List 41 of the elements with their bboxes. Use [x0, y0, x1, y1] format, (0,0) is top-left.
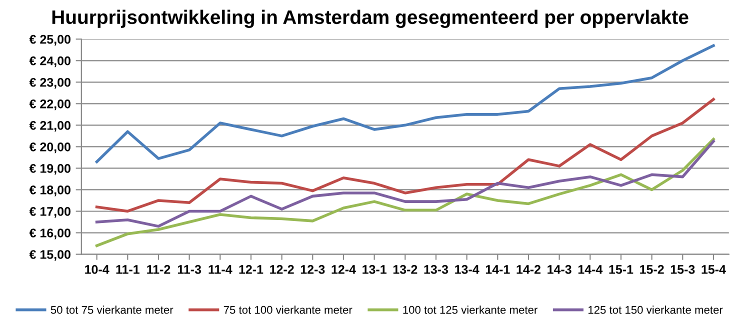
legend-label: 100 tot 125 vierkante meter: [403, 306, 538, 314]
y-tick-label: € 23,00: [29, 78, 70, 89]
x-tick-label: 11-4: [208, 265, 232, 274]
line-series: [95, 44, 715, 164]
y-tick-label: € 18,00: [29, 186, 70, 196]
x-tick-label: 13-3: [424, 265, 448, 274]
legend-label: 75 tot 100 vierkante meter: [224, 306, 352, 314]
line-series: [95, 140, 715, 228]
legend-label: 125 tot 150 vierkante meter: [588, 306, 723, 314]
x-tick-label: 14-3: [548, 265, 572, 274]
x-tick-label: 10-4: [85, 265, 110, 274]
x-tick-label: 12-2: [270, 265, 294, 274]
x-tick-label: 15-4: [702, 265, 726, 274]
x-tick-label: 12-3: [300, 265, 325, 274]
y-tick-label: € 15,00: [29, 250, 70, 261]
x-tick-label: 11-2: [147, 265, 170, 274]
chart-title: Huurprijsontwikkeling in Amsterdam gesegmenteerd per oppervlakte: [52, 10, 688, 28]
x-tick-label: 15-2: [640, 265, 664, 274]
x-tick-label: 15-3: [670, 265, 695, 274]
y-tick-label: € 21,00: [29, 120, 70, 132]
x-tick-label: 13-4: [455, 265, 480, 274]
x-tick-label: 12-4: [332, 265, 356, 274]
x-tick-label: 13-2: [393, 265, 418, 274]
x-tick-label: 14-1: [486, 265, 510, 274]
x-tick-label: 11-1: [116, 265, 140, 274]
legend-label: 50 tot 75 vierkante meter: [50, 306, 174, 314]
x-tick-label: 11-3: [178, 265, 202, 274]
y-tick-label: € 20,00: [29, 142, 70, 154]
y-tick-label: € 19,00: [29, 164, 70, 175]
x-tick-label: 13-1: [362, 265, 386, 274]
x-tick-label: 14-4: [578, 265, 603, 274]
y-tick-label: € 25,00: [29, 34, 70, 46]
x-tick-label: 12-1: [239, 265, 264, 274]
x-tick-label: 14-2: [516, 265, 540, 274]
line-series: [95, 98, 715, 213]
y-tick-label: € 17,00: [29, 207, 70, 218]
line-series: [95, 138, 715, 248]
y-tick-label: € 22,00: [29, 99, 70, 110]
y-tick-label: € 24,00: [29, 56, 70, 68]
y-tick-label: € 16,00: [29, 228, 70, 240]
x-tick-label: 15-1: [609, 265, 634, 274]
